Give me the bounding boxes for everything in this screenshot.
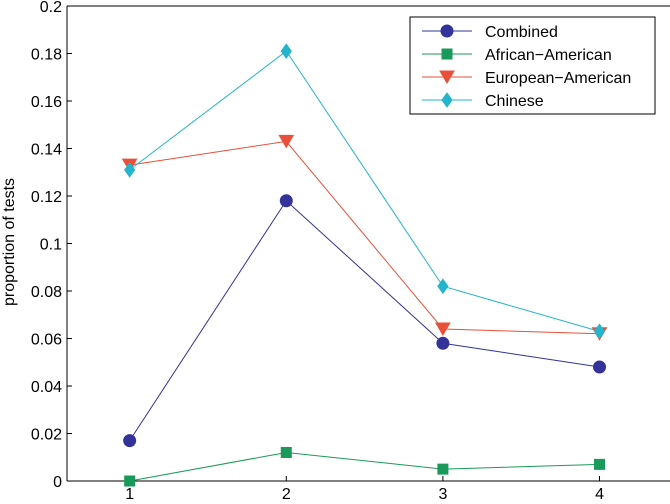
data-point	[435, 322, 451, 336]
series-0	[123, 194, 607, 448]
data-point	[280, 43, 292, 59]
legend-label: Combined	[485, 24, 558, 41]
data-point	[437, 278, 449, 295]
legend: Combined African−American European−America…	[409, 16, 656, 115]
x-tick-label: 3	[438, 486, 447, 503]
data-point	[593, 323, 606, 340]
data-point	[123, 434, 137, 448]
data-point	[124, 475, 136, 487]
series-line	[129, 199, 600, 441]
data-point	[280, 447, 292, 458]
series-line	[129, 140, 600, 335]
y-tick-label: 0.08	[31, 284, 62, 301]
y-axis-title: proportion of tests	[1, 178, 18, 306]
x-tick-label: 4	[595, 486, 604, 503]
y-tick-label: 0	[53, 474, 62, 491]
legend-label: African−American	[485, 47, 612, 64]
series-3	[124, 43, 606, 340]
data-point	[594, 458, 606, 470]
legend-item: Combined	[422, 24, 558, 41]
legend-item: Chinese	[422, 92, 544, 110]
y-tick-label: 0.12	[31, 189, 62, 206]
y-tick-label: 0.18	[31, 47, 62, 64]
y-tick-label: 0.1	[40, 237, 62, 254]
data-point	[124, 162, 136, 178]
data-point	[593, 360, 607, 374]
plot-area	[121, 43, 608, 487]
y-tick-label: 0.02	[31, 427, 62, 444]
series-1	[124, 447, 606, 487]
series-2	[121, 134, 608, 341]
legend-item: European−American	[422, 70, 631, 87]
x-tick-label: 2	[282, 486, 291, 503]
legend-marker	[441, 48, 453, 60]
y-tick-label: 0.14	[31, 142, 62, 159]
y-tick-label: 0.06	[31, 332, 62, 349]
series-line	[129, 451, 600, 482]
y-tick-label: 0.2	[40, 0, 62, 16]
legend-marker	[441, 92, 453, 108]
series-line	[129, 50, 600, 332]
legend-item: African−American	[422, 47, 612, 64]
legend-marker	[440, 24, 454, 38]
data-point	[278, 134, 295, 149]
y-tick-label: 0.04	[31, 379, 62, 396]
data-point	[436, 336, 450, 350]
axes: 0 0.02 0.04 0.06 0.08 0.1 0.12 0.14 0.16 0.18 0.2 1…	[31, 0, 670, 503]
data-point	[279, 194, 293, 208]
y-tick-label: 0.16	[31, 94, 62, 111]
x-tick-label: 1	[125, 486, 134, 503]
legend-marker	[439, 70, 455, 84]
legend-label: European−American	[485, 70, 631, 87]
legend-label: Chinese	[485, 93, 544, 110]
data-point	[437, 463, 449, 475]
